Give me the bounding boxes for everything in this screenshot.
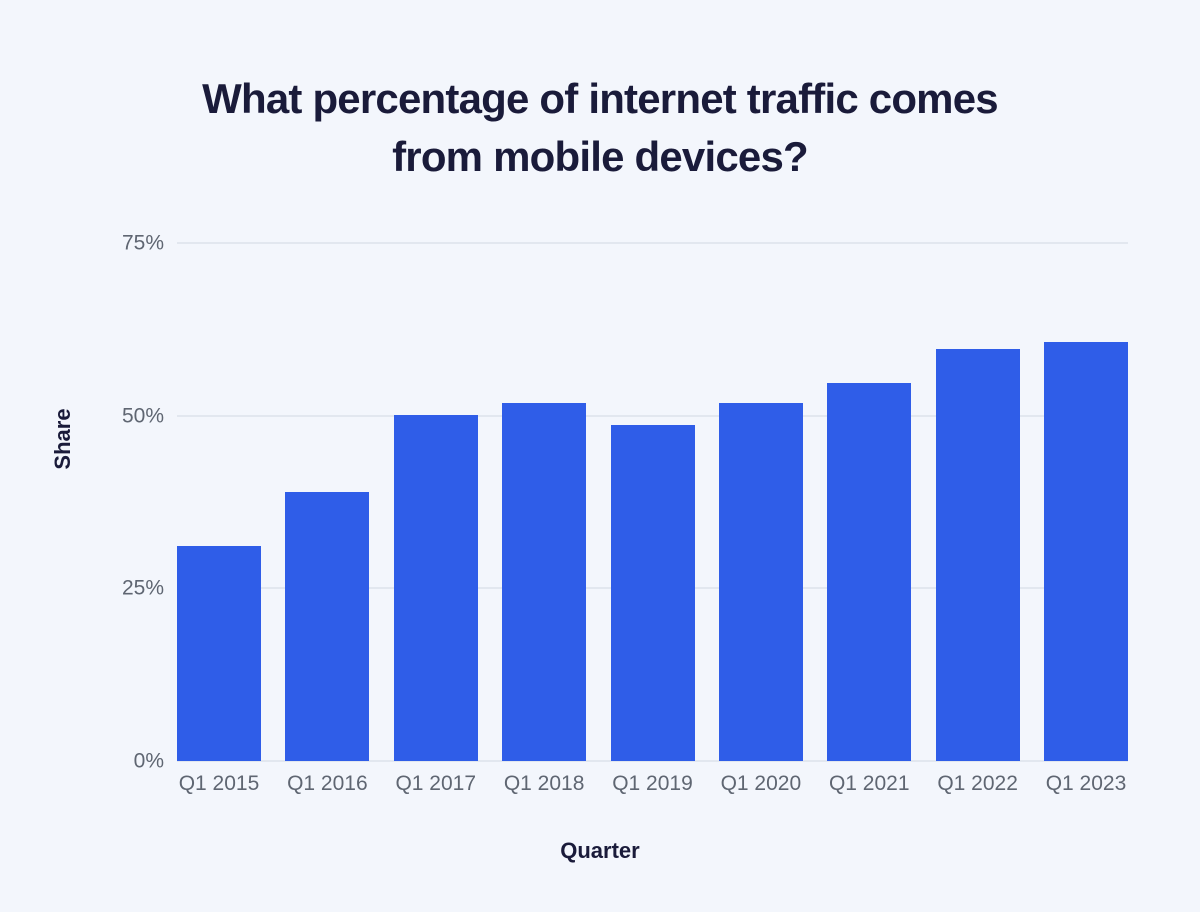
bar-q1-2023[interactable] <box>1044 341 1128 761</box>
bar-q1-2019[interactable] <box>610 424 695 761</box>
bar-slot-q1-2018: Q1 2018 <box>502 243 587 795</box>
bar-q1-2016[interactable] <box>285 491 370 761</box>
bar-slot-q1-2021: Q1 2021 <box>827 243 912 795</box>
bar-q1-2020[interactable] <box>718 402 803 761</box>
x-tick-label-q1-2015: Q1 2015 <box>178 772 260 795</box>
bar-slot-q1-2015: Q1 2015 <box>177 243 261 795</box>
x-tick-label-q1-2016: Q1 2016 <box>287 772 368 795</box>
bar-q1-2017[interactable] <box>393 414 478 761</box>
bar-slot-q1-2020: Q1 2020 <box>718 243 803 795</box>
x-tick-label-q1-2019: Q1 2019 <box>612 772 693 795</box>
y-tick-label-0: 0% <box>133 749 164 773</box>
y-tick-label-75: 75% <box>121 231 164 255</box>
bars-layer: Q1 2015 Q1 2016 Q1 2017 Q1 2018 Q1 2019 Q1 20… <box>177 243 1128 795</box>
bar-q1-2018[interactable] <box>502 403 587 761</box>
y-tick-label-50: 50% <box>121 404 164 428</box>
x-tick-label-q1-2018: Q1 2018 <box>503 772 585 795</box>
bar-slot-q1-2016: Q1 2016 <box>285 243 370 795</box>
x-tick-label-q1-2021: Q1 2021 <box>828 772 910 795</box>
x-tick-label-q1-2020: Q1 2020 <box>720 772 802 795</box>
gridline-75 <box>177 242 1128 244</box>
x-axis-title: Quarter <box>560 838 640 863</box>
x-tick-label-q1-2022: Q1 2022 <box>937 772 1018 795</box>
x-tick-label-q1-2023: Q1 2023 <box>1045 772 1127 795</box>
bar-q1-2022[interactable] <box>935 348 1020 761</box>
chart-title: What percentage of internet traffic come… <box>202 75 999 180</box>
x-tick-label-q1-2017: Q1 2017 <box>395 772 477 795</box>
bar-slot-q1-2017: Q1 2017 <box>393 243 478 795</box>
gridline-0 <box>177 760 1128 762</box>
bar-q1-2015[interactable] <box>177 545 261 761</box>
bar-q1-2021[interactable] <box>827 382 912 761</box>
y-tick-label-25: 25% <box>121 576 164 600</box>
bar-slot-q1-2019: Q1 2019 <box>610 243 695 795</box>
y-axis-title: Share <box>50 408 75 470</box>
plot-area: 0% 25% 50% 75% Q1 2015 Q1 2016 Q1 2017 Q1 2018… <box>122 233 1128 795</box>
bar-slot-q1-2022: Q1 2022 <box>935 243 1020 795</box>
bar-slot-q1-2023: Q1 2023 <box>1044 243 1128 795</box>
gridline-50 <box>177 414 1128 417</box>
